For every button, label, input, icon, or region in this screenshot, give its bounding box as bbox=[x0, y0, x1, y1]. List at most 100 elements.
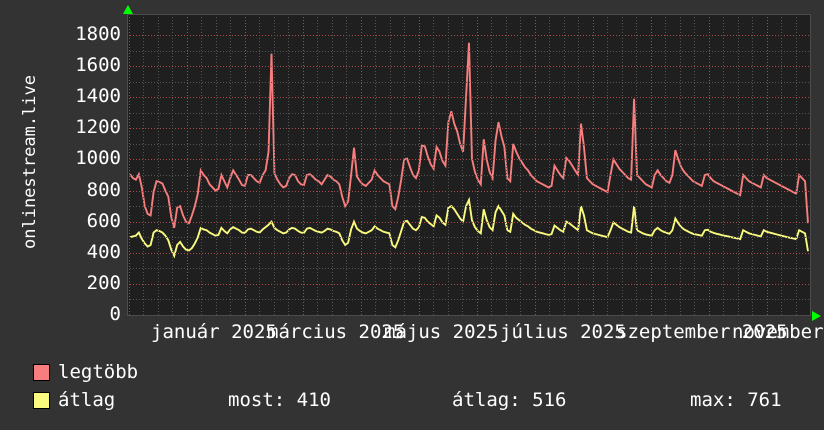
gridline-v-minor bbox=[172, 14, 173, 316]
legend-label-atlag: átlag bbox=[58, 389, 116, 411]
gridline-v-minor bbox=[332, 14, 333, 316]
gridline-v-major bbox=[535, 14, 536, 316]
plot-border-bottom bbox=[127, 315, 811, 316]
gridline-h-major bbox=[127, 66, 811, 67]
gridline-h-minor bbox=[127, 113, 811, 114]
y-tick-1200: 1200 bbox=[75, 116, 121, 139]
gridline-v-major bbox=[303, 14, 304, 316]
gridline-v-minor bbox=[158, 14, 159, 316]
plot-area[interactable] bbox=[127, 14, 811, 316]
y-tick-1000: 1000 bbox=[75, 147, 121, 170]
gridline-v-minor bbox=[274, 14, 275, 316]
x-tick-1: március 2025 bbox=[267, 321, 405, 343]
gridline-v-minor bbox=[375, 14, 376, 316]
y-tick-600: 600 bbox=[86, 209, 121, 232]
gridline-v-major bbox=[593, 14, 594, 316]
series-line-atlag bbox=[129, 196, 809, 259]
y-axis-arrow-icon bbox=[123, 5, 133, 14]
x-tick-3: július 2025 bbox=[500, 321, 626, 343]
legend-label-legtobb: legtöbb bbox=[58, 361, 139, 383]
gridline-h-major bbox=[127, 222, 811, 223]
gridline-h-minor bbox=[127, 144, 811, 145]
gridline-h-minor bbox=[127, 175, 811, 176]
gridline-v-minor bbox=[738, 14, 739, 316]
stat-now: most: 410 bbox=[228, 389, 331, 411]
legend: legtöbb átlag most: 410 átlag: 516 max: … bbox=[0, 355, 824, 430]
gridline-h-major bbox=[127, 191, 811, 192]
gridline-v-minor bbox=[288, 14, 289, 316]
gridline-v-minor bbox=[578, 14, 579, 316]
stat-max: max: 761 bbox=[690, 389, 782, 411]
gridline-v-minor bbox=[520, 14, 521, 316]
gridline-v-minor bbox=[752, 14, 753, 316]
gridline-h-minor bbox=[127, 51, 811, 52]
gridline-v-minor bbox=[404, 14, 405, 316]
gridline-v-minor bbox=[549, 14, 550, 316]
gridline-v-minor bbox=[781, 14, 782, 316]
gridline-v-major bbox=[419, 14, 420, 316]
legend-swatch-legtobb bbox=[33, 364, 50, 381]
gridline-v-minor bbox=[259, 14, 260, 316]
y-tick-1600: 1600 bbox=[75, 54, 121, 77]
gridline-h-major bbox=[127, 253, 811, 254]
gridline-v-minor bbox=[230, 14, 231, 316]
gridline-v-minor bbox=[317, 14, 318, 316]
gridline-h-major bbox=[127, 97, 811, 98]
gridline-v-minor bbox=[564, 14, 565, 316]
gridline-v-minor bbox=[390, 14, 391, 316]
legend-swatch-atlag bbox=[33, 392, 50, 409]
gridline-v-minor bbox=[462, 14, 463, 316]
y-tick-0: 0 bbox=[109, 303, 121, 325]
plot-border-left bbox=[127, 14, 128, 316]
stat-average: átlag: 516 bbox=[452, 389, 567, 411]
gridline-v-minor bbox=[636, 14, 637, 316]
x-tick-5: november 20 bbox=[732, 321, 824, 343]
y-tick-200: 200 bbox=[86, 271, 121, 294]
gridline-v-minor bbox=[680, 14, 681, 316]
x-tick-2: május 2025 bbox=[384, 321, 499, 343]
y-axis-tick-labels: 0 200 400 600 800 1000 1200 1400 1600 1800 bbox=[0, 0, 121, 430]
gridline-h-minor bbox=[127, 82, 811, 83]
x-axis-tick-labels: január 2025 március 2025 május 2025 július … bbox=[0, 316, 824, 346]
gridline-v-minor bbox=[506, 14, 507, 316]
gridline-h-major bbox=[127, 159, 811, 160]
gridline-h-minor bbox=[127, 299, 811, 300]
plot-border-right bbox=[810, 14, 811, 316]
gridline-v-major bbox=[187, 14, 188, 316]
gridline-v-minor bbox=[448, 14, 449, 316]
gridline-h-minor bbox=[127, 206, 811, 207]
gridline-v-minor bbox=[346, 14, 347, 316]
x-tick-0: január 2025 bbox=[151, 321, 277, 343]
gridline-h-major bbox=[127, 35, 811, 36]
y-tick-800: 800 bbox=[86, 178, 121, 201]
gridline-v-major bbox=[477, 14, 478, 316]
gridline-v-minor bbox=[622, 14, 623, 316]
gridline-v-major bbox=[651, 14, 652, 316]
gridline-v-major bbox=[767, 14, 768, 316]
gridline-v-minor bbox=[723, 14, 724, 316]
gridline-h-major bbox=[127, 128, 811, 129]
plot-border-top bbox=[127, 14, 811, 15]
gridline-v-major bbox=[245, 14, 246, 316]
gridline-v-minor bbox=[665, 14, 666, 316]
gridline-v-minor bbox=[796, 14, 797, 316]
gridline-v-minor bbox=[433, 14, 434, 316]
x-axis-arrow-icon bbox=[812, 311, 821, 321]
gridline-h-minor bbox=[127, 268, 811, 269]
gridline-h-minor bbox=[127, 237, 811, 238]
gridline-v-major bbox=[709, 14, 710, 316]
gridline-v-minor bbox=[143, 14, 144, 316]
gridline-v-minor bbox=[491, 14, 492, 316]
y-tick-1800: 1800 bbox=[75, 23, 121, 45]
y-tick-1400: 1400 bbox=[75, 85, 121, 108]
y-tick-400: 400 bbox=[86, 240, 121, 263]
gridline-v-minor bbox=[216, 14, 217, 316]
gridline-v-major bbox=[361, 14, 362, 316]
gridline-v-minor bbox=[201, 14, 202, 316]
gridline-h-major bbox=[127, 284, 811, 285]
gridline-v-minor bbox=[607, 14, 608, 316]
x-tick-4: szeptember 2025 bbox=[616, 321, 788, 343]
gridline-v-major bbox=[129, 14, 130, 316]
gridline-v-minor bbox=[694, 14, 695, 316]
